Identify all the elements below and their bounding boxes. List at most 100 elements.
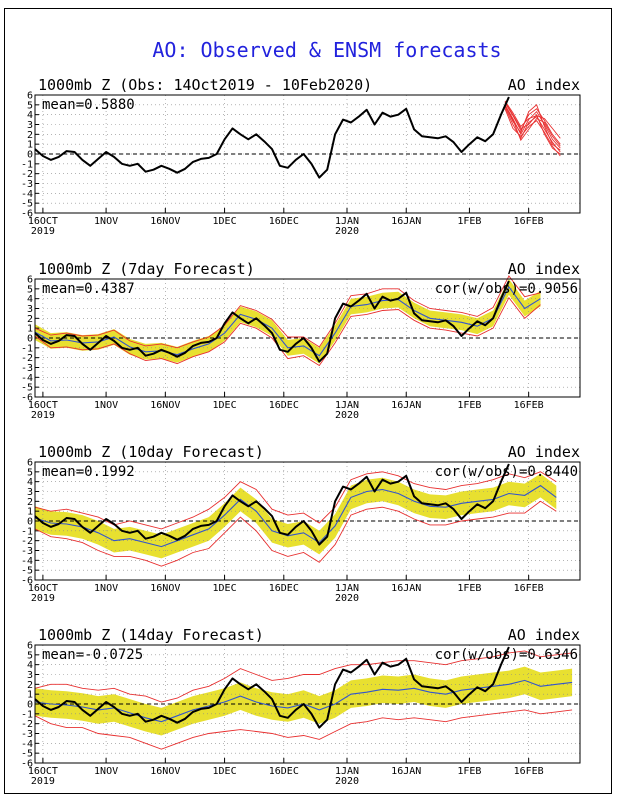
- x-tick-label: 1DEC: [213, 400, 237, 411]
- y-tick-label: -5: [21, 199, 33, 210]
- x-tick-label: 16NOV: [150, 400, 180, 411]
- y-tick-label: 5: [27, 284, 33, 295]
- x-tick-label: 16FEB: [514, 766, 544, 777]
- panels: 1000mb Z (Obs: 14Oct2019 - 10Feb2020) AO …: [21, 76, 581, 787]
- x-tick-label: 16JAN: [391, 400, 421, 411]
- x-tick-label: 1JAN: [335, 216, 359, 227]
- ensemble-member-line: [504, 105, 561, 147]
- x-tick-label: 16NOV: [150, 216, 180, 227]
- y-tick-label: 0: [27, 517, 33, 528]
- y-tick-label: -3: [21, 363, 33, 374]
- x-tick-label: 1JAN: [335, 400, 359, 411]
- y-tick-label: -2: [21, 536, 33, 547]
- x-tick-year-label: 2019: [31, 776, 55, 787]
- x-tick-label: 1FEB: [457, 766, 481, 777]
- y-tick-label: 5: [27, 650, 33, 661]
- x-tick-year-label: 2020: [335, 776, 359, 787]
- x-tick-label: 1DEC: [213, 583, 237, 594]
- y-tick-label: 5: [27, 467, 33, 478]
- chart-panel-1: 1000mb Z (Obs: 14Oct2019 - 10Feb2020) AO …: [21, 76, 581, 237]
- chart-panel-3: 1000mb Z (10day Forecast) AO index-6-5-4-…: [21, 443, 581, 604]
- ensemble-member-line: [34, 650, 573, 703]
- plot-frame: [34, 461, 581, 581]
- y-tick-label: 1: [27, 324, 33, 335]
- x-tick-label: 1FEB: [457, 400, 481, 411]
- x-tick-label: 1NOV: [94, 583, 118, 594]
- y-tick-label: -3: [21, 179, 33, 190]
- y-tick-label: 0: [27, 700, 33, 711]
- ensemble-member-line: [504, 104, 561, 149]
- x-tick-label: 1DEC: [213, 766, 237, 777]
- y-tick-label: -6: [21, 209, 33, 220]
- x-tick-label: 1NOV: [94, 400, 118, 411]
- correlation-label: cor(w/obs)=0.8440: [435, 464, 578, 480]
- x-tick-label: 16JAN: [391, 216, 421, 227]
- panel-title: 1000mb Z (10day Forecast): [38, 443, 264, 461]
- y-tick-label: -5: [21, 749, 33, 760]
- y-tick-label: 3: [27, 670, 33, 681]
- ensemble-member-line: [34, 275, 541, 349]
- observed-ao-line: [34, 646, 510, 729]
- x-tick-label: 1NOV: [94, 216, 118, 227]
- ensemble-spread-band: [35, 473, 557, 559]
- correlation-label: cor(w/obs)=0.6346: [435, 647, 578, 663]
- correlation-label: cor(w/obs)=0.9056: [435, 281, 578, 297]
- y-tick-label: 4: [27, 110, 33, 121]
- panel-right-title: AO index: [508, 626, 580, 644]
- x-tick-label: 16DEC: [269, 766, 299, 777]
- x-tick-label: 16DEC: [269, 216, 299, 227]
- ensemble-mean-line: [34, 285, 541, 357]
- y-tick-label: -6: [21, 759, 33, 770]
- panel-title: 1000mb Z (7day Forecast): [38, 260, 255, 278]
- y-tick-label: 3: [27, 304, 33, 315]
- y-tick-label: 6: [27, 458, 33, 469]
- panel-right-title: AO index: [508, 260, 580, 278]
- x-tick-label: 16NOV: [150, 766, 180, 777]
- observed-ao-line: [34, 280, 510, 363]
- y-tick-label: 0: [27, 150, 33, 161]
- x-tick-label: 1JAN: [335, 583, 359, 594]
- observed-ao-line: [34, 96, 510, 179]
- x-tick-year-label: 2020: [335, 226, 359, 237]
- y-tick-label: 0: [27, 334, 33, 345]
- y-tick-label: -2: [21, 169, 33, 180]
- panel-title: 1000mb Z (Obs: 14Oct2019 - 10Feb2020): [38, 76, 372, 94]
- y-tick-label: -6: [21, 393, 33, 404]
- x-tick-label: 16JAN: [391, 583, 421, 594]
- y-tick-label: -4: [21, 373, 33, 384]
- figure-frame: [4, 8, 612, 794]
- mean-label: mean=-0.0725: [42, 647, 143, 663]
- mean-label: mean=0.5880: [42, 97, 135, 113]
- x-tick-label: 16JAN: [391, 766, 421, 777]
- x-tick-year-label: 2019: [31, 593, 55, 604]
- ensemble-member-line: [34, 471, 557, 530]
- chart-panel-4: 1000mb Z (14day Forecast) AO index-6-5-4-…: [21, 626, 581, 787]
- x-tick-year-label: 2020: [335, 410, 359, 421]
- y-tick-label: -4: [21, 739, 33, 750]
- y-tick-label: -3: [21, 729, 33, 740]
- plot-frame: [34, 278, 581, 398]
- x-tick-year-label: 2019: [31, 226, 55, 237]
- y-tick-label: 1: [27, 507, 33, 518]
- y-tick-label: 3: [27, 120, 33, 131]
- y-tick-label: 3: [27, 487, 33, 498]
- y-tick-label: -2: [21, 719, 33, 730]
- x-tick-year-label: 2020: [335, 593, 359, 604]
- ensemble-member-line: [34, 500, 557, 567]
- ensemble-member-line: [504, 102, 561, 145]
- y-tick-label: 6: [27, 91, 33, 102]
- y-tick-label: -1: [21, 343, 33, 354]
- panel-title: 1000mb Z (14day Forecast): [38, 626, 264, 644]
- y-tick-label: 2: [27, 130, 33, 141]
- y-tick-label: 6: [27, 275, 33, 286]
- ensemble-mean-line: [34, 484, 557, 548]
- x-tick-label: 16OCT: [28, 216, 58, 227]
- y-tick-label: -5: [21, 566, 33, 577]
- x-tick-label: 16OCT: [28, 766, 58, 777]
- y-tick-label: -3: [21, 546, 33, 557]
- ensemble-member-line: [504, 101, 561, 155]
- y-tick-label: -2: [21, 353, 33, 364]
- y-tick-label: 4: [27, 294, 33, 305]
- y-tick-label: 1: [27, 690, 33, 701]
